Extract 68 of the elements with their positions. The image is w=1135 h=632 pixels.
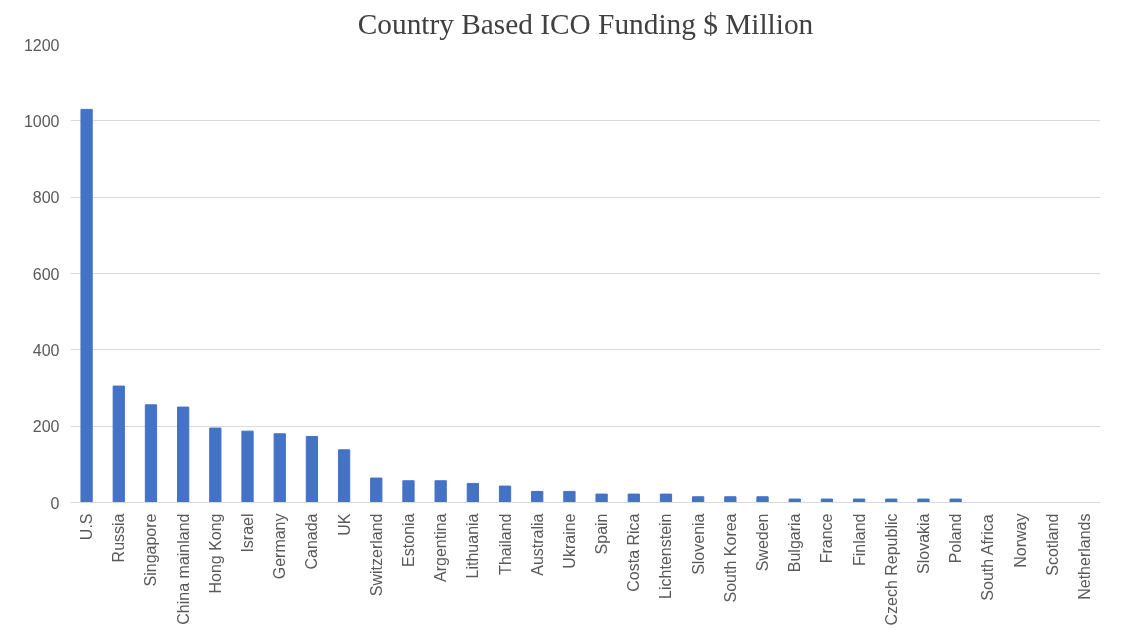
bar [144, 404, 158, 503]
bar [80, 108, 93, 503]
bar [112, 385, 125, 503]
bar [177, 406, 190, 503]
x-tick-label: Lithuania [464, 513, 482, 579]
bar [402, 480, 415, 503]
bar [241, 430, 254, 503]
bar [756, 496, 769, 503]
x-tick-label: Argentina [432, 513, 450, 582]
x-tick-label: Slovakia [914, 513, 932, 574]
x-tick-label: Switzerland [367, 513, 385, 597]
chart-title: Country Based ICO Funding $ Million [357, 7, 814, 40]
bar [820, 498, 834, 503]
bar [659, 493, 673, 503]
y-tick-label: 600 [32, 265, 60, 283]
x-tick-label: Bulgaria [786, 513, 804, 573]
bar [370, 477, 383, 503]
bar [627, 493, 640, 503]
x-tick-label: Canada [303, 513, 321, 570]
y-tick-label: 800 [32, 189, 60, 207]
bar [595, 493, 608, 503]
y-tick-label: 200 [32, 418, 60, 436]
x-tick-label: UK [335, 513, 353, 536]
x-tick-label: Thailand [496, 513, 514, 575]
x-tick-label: Poland [947, 513, 965, 564]
y-tick-label: 400 [32, 341, 60, 359]
x-tick-label: Lichtenstein [657, 513, 675, 599]
y-tick-label: 0 [50, 494, 60, 512]
x-tick-label: China mainland [174, 513, 192, 625]
x-tick-label: Netherlands [1075, 513, 1093, 600]
x-tick-label: U.S [78, 513, 96, 541]
x-tick-label: Slovenia [689, 513, 707, 575]
bar [692, 496, 705, 503]
bar [531, 490, 544, 503]
bar [885, 498, 898, 503]
bar [305, 435, 319, 503]
x-tick-label: Scotland [1043, 513, 1061, 576]
bar [273, 433, 286, 503]
bar [434, 480, 447, 503]
x-tick-label: Russia [110, 513, 128, 563]
x-tick-label: Hong Kong [206, 513, 224, 594]
x-tick-label: South Africa [979, 514, 997, 601]
bar [337, 449, 351, 503]
bar [466, 482, 479, 503]
x-tick-label: Estonia [399, 513, 417, 567]
y-tick-label: 1200 [23, 36, 60, 54]
x-tick-label: Spain [593, 513, 611, 555]
x-tick-label: France [818, 513, 836, 564]
x-tick-label: Norway [1011, 513, 1029, 568]
x-tick-label: Israel [239, 513, 257, 553]
x-tick-label: South Korea [721, 513, 739, 603]
bar [917, 498, 930, 503]
x-tick-label: Singapore [142, 513, 160, 587]
bar [563, 490, 576, 503]
bar [209, 427, 222, 503]
x-tick-label: Germany [271, 513, 289, 580]
x-tick-label: Finland [850, 513, 868, 566]
x-tick-label: Australia [528, 513, 546, 576]
y-tick-label: 1000 [23, 112, 60, 130]
bar [949, 498, 962, 503]
bar [852, 498, 866, 503]
bar [724, 496, 737, 503]
x-tick-label: Czech Republic [882, 513, 900, 626]
x-tick-label: Sweden [754, 513, 772, 572]
x-tick-label: Ukraine [560, 513, 578, 569]
bar [498, 485, 512, 503]
bar [788, 498, 801, 503]
x-tick-label: Costa Rica [625, 513, 643, 592]
